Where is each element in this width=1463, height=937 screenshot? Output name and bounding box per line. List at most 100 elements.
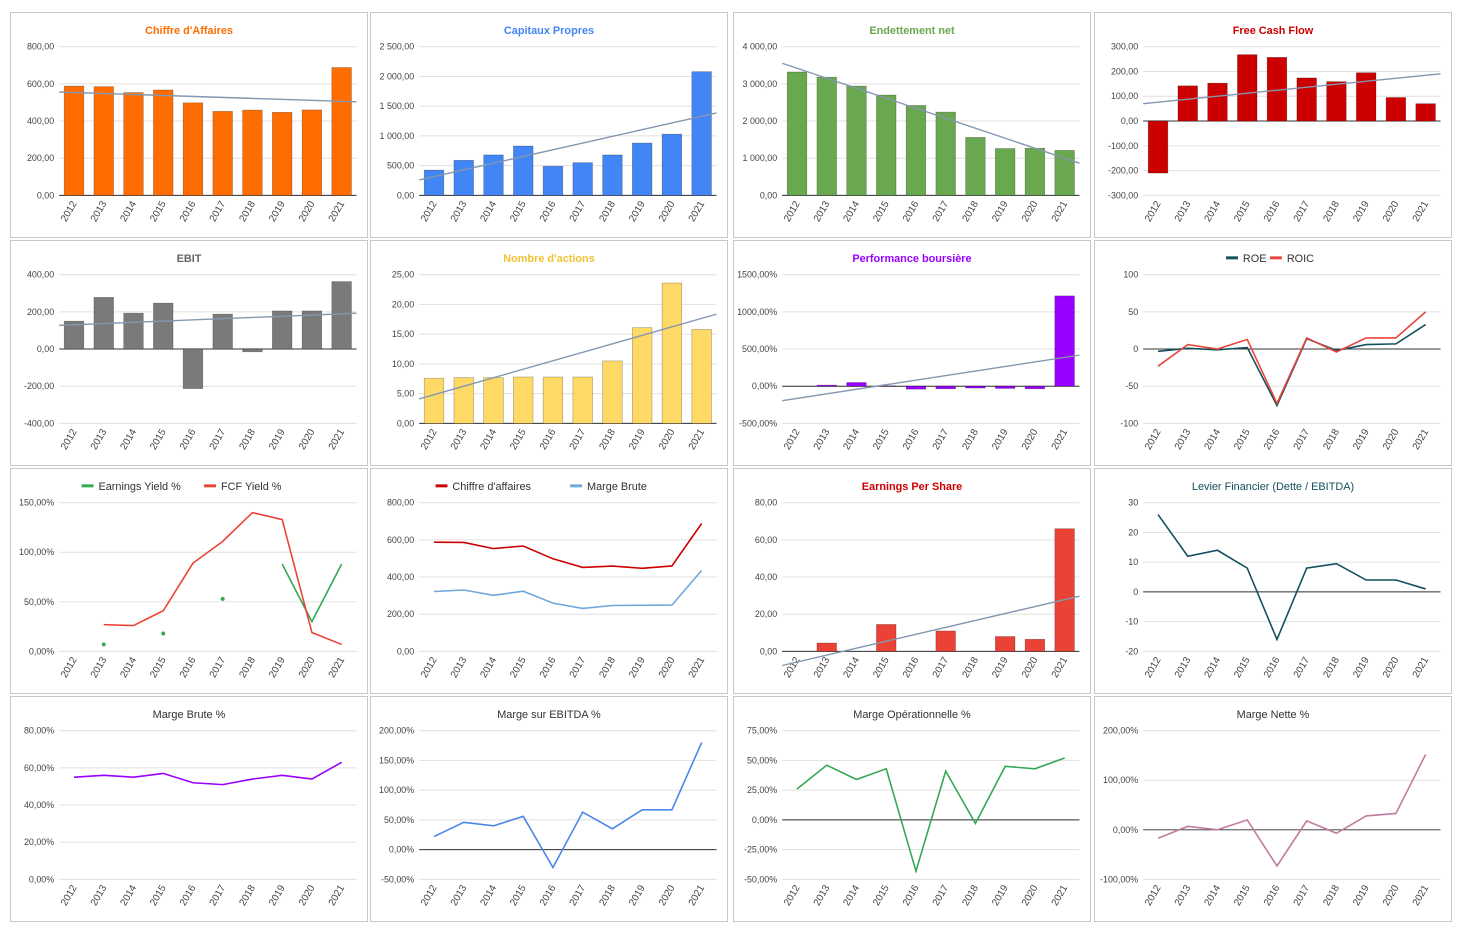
x-tick-label: 2021 <box>327 655 348 680</box>
y-tick-label: 1500,00% <box>737 270 777 280</box>
bar <box>816 76 837 196</box>
chart-svg: Endettement net 4 000,00 3 000,00 2 000,00 1… <box>743 25 1080 224</box>
bar <box>876 624 897 652</box>
y-tick-label: 20,00 <box>392 299 414 309</box>
x-tick-label: 2017 <box>931 655 952 680</box>
y-tick-label: -25,00% <box>744 845 777 855</box>
x-tick-label: 2014 <box>479 883 500 908</box>
bar <box>93 86 114 196</box>
y-tick-label: 50 <box>1128 307 1138 317</box>
chart-svg: Marge Brute % 80,00% 60,00% 40,00% 20,00% 0,0… <box>24 709 357 908</box>
chart-title: Earnings Per Share <box>862 481 962 493</box>
x-tick-label: 2012 <box>419 655 440 680</box>
x-tick-label: 2020 <box>297 883 318 908</box>
chart-title: Marge Opérationnelle % <box>853 709 971 721</box>
x-tick-label: 2019 <box>627 427 648 452</box>
y-tick-label: 0,00% <box>389 845 414 855</box>
bar <box>331 281 352 350</box>
x-tick-label: 2013 <box>812 199 833 224</box>
x-tick-label: 2013 <box>449 427 470 452</box>
x-tick-label: 2020 <box>657 655 678 680</box>
y-tick-label: 0,00 <box>397 418 414 428</box>
y-tick-label: -50,00% <box>744 874 777 884</box>
legend-label: Chiffre d'affaires <box>452 481 531 493</box>
x-tick-label: 2017 <box>1292 883 1313 908</box>
y-tick-label: -10 <box>1125 617 1138 627</box>
bar <box>602 360 623 424</box>
x-tick-label: 2013 <box>449 199 470 224</box>
x-tick-label: 2017 <box>931 427 952 452</box>
x-tick-label: 2015 <box>508 655 529 680</box>
y-tick-label: 0,00 <box>760 646 777 656</box>
bar <box>212 313 233 350</box>
bar <box>995 385 1016 389</box>
x-tick-label: 2018 <box>960 655 981 680</box>
chart-panel: ROE ROIC 100 50 0 -50 -100 2012 2013 2014 2015 2016… <box>1094 240 1452 466</box>
y-tick-label: 300,00 <box>1111 42 1138 52</box>
y-tick-label: 600,00 <box>387 535 414 545</box>
x-tick-label: 2015 <box>1232 427 1253 452</box>
x-tick-label: 2012 <box>782 883 803 908</box>
y-tick-label: 1000,00% <box>737 307 777 317</box>
trendline <box>1143 73 1441 105</box>
bar <box>632 327 653 424</box>
chart-panel: Marge Brute % 80,00% 60,00% 40,00% 20,00% 0,0… <box>10 696 368 922</box>
series-line <box>281 563 343 624</box>
chart-svg: Marge sur EBITDA % 200,00% 150,00% 100,00% 5… <box>379 709 717 908</box>
chart-svg: Levier Financier (Dette / EBITDA) 30 20 10 0… <box>1125 481 1441 680</box>
series-line <box>433 742 703 870</box>
y-tick-label: -200,00 <box>1108 166 1138 176</box>
y-tick-label: 20 <box>1128 527 1138 537</box>
x-tick-label: 2012 <box>59 199 80 224</box>
bar <box>572 162 593 196</box>
x-tick-label: 2021 <box>1050 883 1071 908</box>
x-tick-label: 2019 <box>627 883 648 908</box>
y-tick-label: 20,00% <box>24 837 54 847</box>
bar <box>1415 103 1436 122</box>
x-tick-label: 2015 <box>871 655 892 680</box>
y-tick-label: -500,00% <box>739 418 777 428</box>
bar <box>123 312 144 350</box>
x-tick-label: 2013 <box>1173 655 1194 680</box>
x-tick-label: 2014 <box>119 883 140 908</box>
y-tick-label: 500,00% <box>742 344 777 354</box>
y-tick-label: 600,00 <box>27 79 54 89</box>
x-tick-label: 2017 <box>208 655 229 680</box>
y-tick-label: 10,00 <box>392 359 414 369</box>
x-tick-label: 2020 <box>297 199 318 224</box>
x-tick-label: 2017 <box>568 199 589 224</box>
x-tick-label: 2020 <box>297 427 318 452</box>
bar <box>1296 77 1317 122</box>
bar <box>876 94 897 196</box>
bar <box>153 89 174 196</box>
x-tick-label: 2020 <box>657 199 678 224</box>
series-line <box>434 523 703 570</box>
bar <box>816 384 837 387</box>
x-tick-label: 2013 <box>89 883 110 908</box>
x-tick-label: 2016 <box>1262 427 1283 452</box>
x-tick-label: 2019 <box>1351 199 1372 224</box>
chart-title: Marge Brute % <box>153 709 226 721</box>
y-tick-label: 40,00% <box>24 800 54 810</box>
chart-panel: Levier Financier (Dette / EBITDA) 30 20 10 0… <box>1094 468 1452 694</box>
bar <box>123 92 144 196</box>
y-tick-label: 100,00 <box>1111 91 1138 101</box>
trendline <box>59 91 357 103</box>
bar <box>1385 97 1407 122</box>
x-tick-label: 2017 <box>568 427 589 452</box>
bar <box>1326 81 1347 122</box>
series-line <box>1157 311 1427 406</box>
x-tick-label: 2021 <box>687 199 708 224</box>
x-tick-label: 2013 <box>1173 883 1194 908</box>
bar <box>1356 72 1377 122</box>
x-tick-label: 2017 <box>931 199 952 224</box>
x-tick-label: 2020 <box>1020 427 1041 452</box>
y-tick-label: 0,00% <box>29 646 54 656</box>
y-tick-label: 3 000,00 <box>743 79 778 89</box>
bar <box>301 109 323 196</box>
chart-svg: ROE ROIC 100 50 0 -50 -100 2012 2013 2014 2015 2016… <box>1120 253 1441 452</box>
x-tick-label: 2021 <box>1050 655 1071 680</box>
trendline <box>418 313 717 400</box>
chart-svg: Free Cash Flow 300,00 200,00 100,00 0,00 -100… <box>1108 25 1441 224</box>
legend-label: Earnings Yield % <box>98 481 181 493</box>
